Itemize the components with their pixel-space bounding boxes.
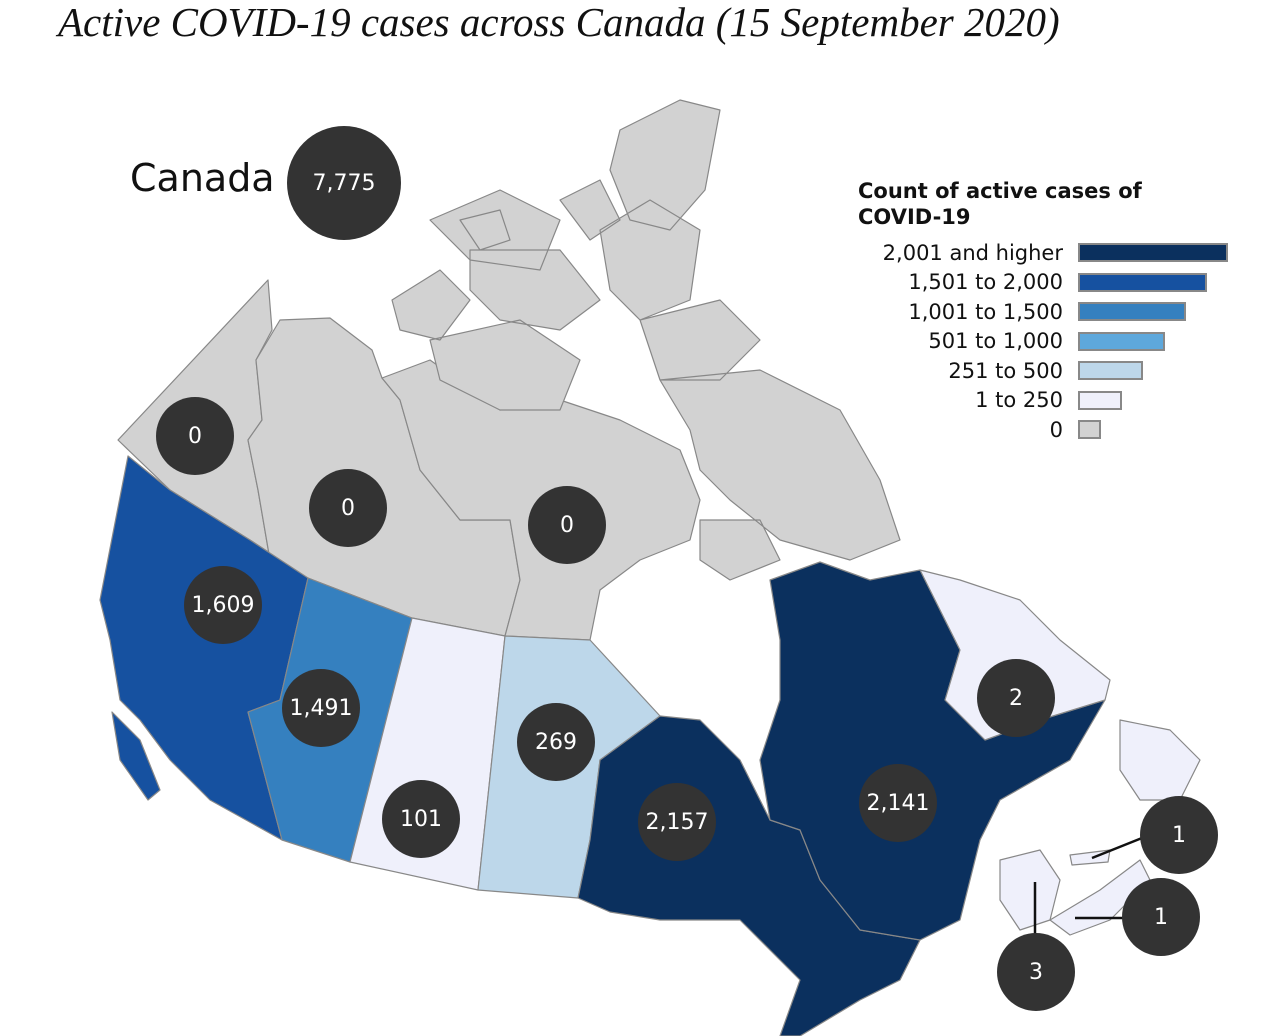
legend-swatch <box>1078 390 1122 410</box>
legend-item-label: 2,001 and higher <box>882 240 1063 265</box>
bubble-saskatchewan: 101 <box>382 780 460 858</box>
bubble-british-columbia: 1,609 <box>184 566 262 644</box>
map-title: Active COVID-19 cases across Canada (15 … <box>58 0 1060 45</box>
bubble-quebec: 2,141 <box>859 764 937 842</box>
legend-swatch <box>1078 302 1186 322</box>
legend-item: 251 to 500 <box>858 356 1238 386</box>
bubble-newfoundland-and-labrador: 2 <box>977 659 1055 737</box>
bubble-manitoba: 269 <box>517 703 595 781</box>
bubble-new-brunswick: 3 <box>997 933 1075 1011</box>
leader-line-pei <box>1091 836 1143 860</box>
bubble-alberta: 1,491 <box>282 669 360 747</box>
legend-item: 1,501 to 2,000 <box>858 268 1238 298</box>
legend-item: 501 to 1,000 <box>858 327 1238 357</box>
bubble-ontario: 2,157 <box>638 783 716 861</box>
bubble-nova-scotia: 1 <box>1122 878 1200 956</box>
bubble-nunavut: 0 <box>528 486 606 564</box>
national-total-bubble: 7,775 <box>287 126 401 240</box>
legend-swatch <box>1078 243 1228 263</box>
legend-item: 1,001 to 1,500 <box>858 297 1238 327</box>
legend-swatch <box>1078 272 1207 292</box>
legend-item-label: 1,001 to 1,500 <box>908 299 1063 324</box>
national-label: Canada <box>130 156 275 200</box>
legend-item-label: 251 to 500 <box>948 358 1063 383</box>
legend-title-line-1: Count of active cases of <box>858 179 1142 203</box>
legend-swatch <box>1078 420 1101 440</box>
legend-swatch <box>1078 331 1165 351</box>
legend-item-label: 1,501 to 2,000 <box>908 270 1063 295</box>
bubble-prince-edward-island: 1 <box>1140 796 1218 874</box>
legend-item: 1 to 250 <box>858 386 1238 416</box>
region-new-brunswick <box>999 849 1061 931</box>
legend-item-label: 1 to 250 <box>975 388 1063 413</box>
bubble-yukon: 0 <box>156 397 234 475</box>
legend-item: 2,001 and higher <box>858 238 1238 268</box>
map-legend: Count of active cases of COVID-19 2,001 … <box>858 178 1238 445</box>
legend-item-label: 0 <box>1049 417 1063 442</box>
legend-swatch <box>1078 361 1143 381</box>
vancouver-island <box>111 711 161 801</box>
legend-title: Count of active cases of COVID-19 <box>858 178 1238 230</box>
bubble-northwest-territories: 0 <box>309 469 387 547</box>
legend-title-line-2: COVID-19 <box>858 205 971 229</box>
arctic-islands <box>391 99 901 581</box>
legend-item-label: 501 to 1,000 <box>928 329 1063 354</box>
legend-item: 0 <box>858 415 1238 445</box>
